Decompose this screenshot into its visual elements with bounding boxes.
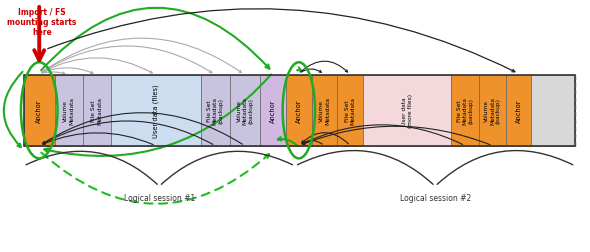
Bar — [83, 76, 111, 146]
Bar — [24, 76, 55, 146]
Text: Logical session #1: Logical session #1 — [124, 193, 195, 202]
Text: Volume
Metadata: Volume Metadata — [319, 97, 330, 125]
Bar — [479, 76, 506, 146]
FancyArrowPatch shape — [41, 47, 212, 73]
Bar — [260, 76, 286, 146]
Text: Anchor: Anchor — [36, 99, 42, 122]
Bar — [312, 76, 337, 146]
FancyArrowPatch shape — [41, 39, 241, 73]
Text: File Set
Metadata
(backup): File Set Metadata (backup) — [207, 97, 224, 125]
Text: User data
(more files): User data (more files) — [402, 94, 413, 128]
Bar — [531, 76, 575, 146]
Text: Logical session #2: Logical session #2 — [399, 193, 471, 202]
FancyArrowPatch shape — [278, 138, 297, 146]
Bar — [451, 76, 479, 146]
FancyArrowPatch shape — [301, 62, 348, 73]
FancyArrowPatch shape — [43, 133, 153, 145]
FancyArrowPatch shape — [41, 9, 270, 71]
FancyArrowPatch shape — [41, 153, 269, 204]
Text: File Set
Metadata: File Set Metadata — [345, 97, 356, 125]
FancyArrowPatch shape — [302, 141, 322, 145]
Text: Anchor: Anchor — [296, 99, 302, 122]
Bar — [286, 76, 312, 146]
Text: Volume
Metadata
(backup): Volume Metadata (backup) — [484, 97, 501, 125]
FancyArrowPatch shape — [42, 58, 152, 74]
FancyArrowPatch shape — [303, 127, 490, 145]
FancyArrowPatch shape — [42, 113, 242, 145]
Text: Volume
Metadata: Volume Metadata — [63, 97, 74, 125]
Text: File Set
Metadata: File Set Metadata — [91, 97, 102, 125]
FancyArrowPatch shape — [42, 73, 65, 75]
Text: Volume
Metadata
(backup): Volume Metadata (backup) — [237, 97, 253, 125]
Text: File Set
Metadata
(backup): File Set Metadata (backup) — [457, 97, 474, 125]
Bar — [230, 76, 260, 146]
FancyArrowPatch shape — [48, 10, 515, 73]
Bar — [363, 76, 451, 146]
Text: User data (files): User data (files) — [152, 84, 159, 138]
FancyArrowPatch shape — [297, 68, 301, 72]
FancyArrowPatch shape — [4, 73, 22, 147]
Bar — [201, 76, 230, 146]
FancyArrowPatch shape — [42, 121, 213, 145]
Bar — [506, 76, 531, 146]
Bar — [111, 76, 201, 146]
Text: Import / FS
mounting starts
here: Import / FS mounting starts here — [8, 8, 77, 37]
Bar — [337, 76, 363, 146]
Text: Anchor: Anchor — [270, 99, 276, 122]
FancyArrowPatch shape — [301, 70, 322, 73]
Bar — [24, 76, 575, 146]
FancyArrowPatch shape — [303, 125, 463, 145]
FancyArrowPatch shape — [42, 69, 93, 74]
FancyArrowPatch shape — [301, 133, 349, 144]
Text: Anchor: Anchor — [516, 99, 522, 122]
Bar — [55, 76, 83, 146]
FancyArrowPatch shape — [44, 75, 271, 156]
